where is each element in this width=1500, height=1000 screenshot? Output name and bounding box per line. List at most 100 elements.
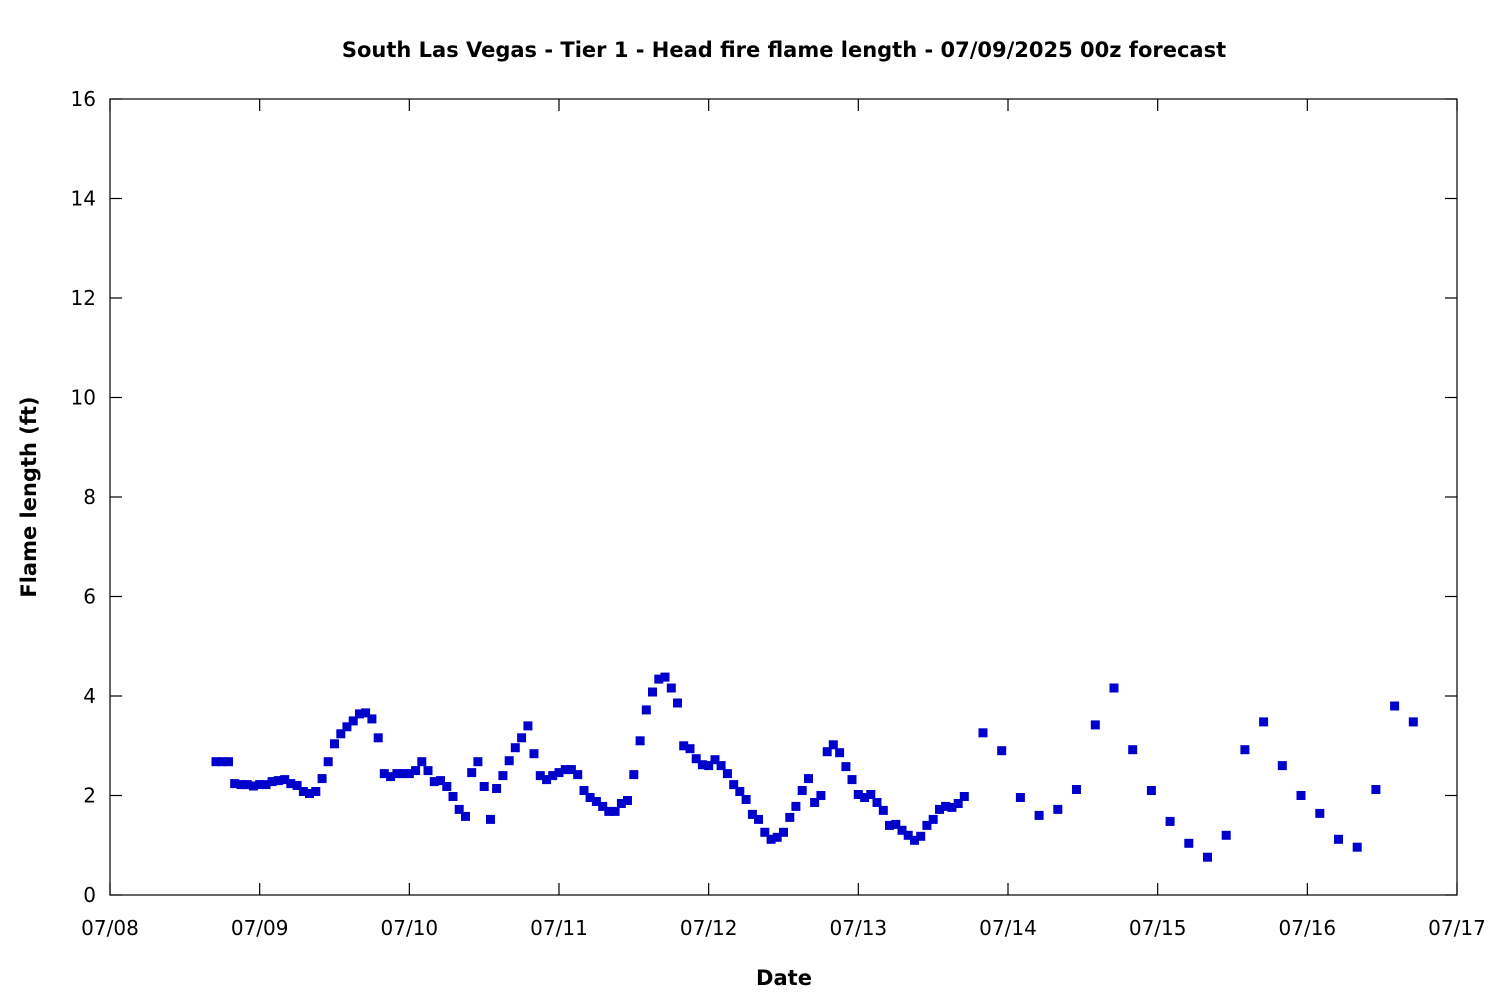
data-point [878,805,888,815]
data-point [1390,701,1400,711]
y-tick-label: 8 [83,485,96,509]
data-point [722,769,732,779]
x-tick-label: 07/10 [381,916,439,940]
data-point [448,792,458,801]
data-point [860,793,870,802]
y-tick-label: 12 [71,286,96,310]
data-point [816,791,826,800]
data-point [423,766,433,776]
data-point [616,799,626,808]
data-point [1315,808,1325,818]
data-point [217,757,227,767]
data-point [804,774,813,784]
data-point [230,779,240,789]
data-point [772,832,782,842]
data-point [467,768,477,778]
x-tick-label: 07/11 [530,916,588,940]
data-point [654,674,664,684]
data-point [442,782,452,791]
y-tick-label: 10 [71,386,96,410]
data-point [1090,720,1100,730]
data-point [766,834,776,844]
data-point [903,830,913,840]
data-point [242,780,252,790]
data-point [1165,816,1175,826]
data-point [791,801,801,811]
data-point [641,705,651,715]
x-tick-label: 07/17 [1428,916,1486,940]
data-point [754,814,763,824]
data-point [935,804,944,814]
data-point [1203,852,1212,862]
data-point [1128,745,1138,755]
data-point [997,746,1007,756]
data-point [548,771,558,781]
plot-area [109,98,1458,896]
data-point [635,736,645,746]
data-point [404,769,414,779]
x-tick-label: 07/12 [680,916,738,940]
data-point [542,775,552,785]
data-point [498,771,508,781]
data-point [916,831,926,841]
y-tick-label: 16 [71,87,96,111]
data-point [429,777,439,787]
data-point [573,770,583,780]
data-point [317,774,327,784]
x-axis-label: Date [756,966,812,990]
data-point [236,780,246,790]
x-tick-label: 07/13 [830,916,888,940]
x-tick-label: 07/08 [81,916,139,940]
data-point [1034,810,1044,820]
data-point [953,799,963,808]
data-point [891,819,901,829]
y-tick-label: 0 [83,883,96,907]
data-point [1184,838,1194,848]
data-point [479,782,489,791]
data-point [386,772,396,782]
data-point [529,749,539,759]
data-point [922,820,932,830]
data-point [604,806,614,816]
data-point [486,814,495,824]
data-point [853,790,863,799]
data-point [941,801,951,811]
data-point [1072,785,1081,794]
data-point [504,756,514,766]
data-points [211,672,1418,862]
y-axis-label: Flame length (ft) [17,396,41,597]
data-point [1109,683,1119,693]
data-point [373,733,383,743]
data-point [760,827,770,837]
axis-ticks: 07/08 07/09 07/10 07/11 07/12 07/13 07/14 07/15… [71,87,1486,940]
data-point [355,709,364,719]
data-point [517,733,527,743]
data-point [1371,785,1381,794]
data-point [697,760,707,770]
data-point [267,777,277,787]
data-point [255,780,265,790]
data-point [1221,830,1231,840]
data-point [1053,804,1063,814]
chart-title: South Las Vegas - Tier 1 - Head fire fla… [342,38,1226,62]
data-point [311,787,321,796]
data-point [741,795,751,804]
data-point [224,757,233,767]
data-point [629,770,639,780]
data-point [323,757,333,767]
data-point [959,792,969,801]
data-point [810,798,820,807]
data-point [648,687,657,697]
data-point [248,781,258,791]
data-point [785,812,795,822]
data-point [411,766,421,776]
data-point [591,797,601,806]
data-point [841,762,851,772]
data-point [947,802,957,812]
data-point [779,827,788,837]
data-point [298,787,308,796]
data-point [554,768,564,778]
data-point [822,747,832,757]
data-point [398,769,408,779]
data-point [623,796,632,805]
